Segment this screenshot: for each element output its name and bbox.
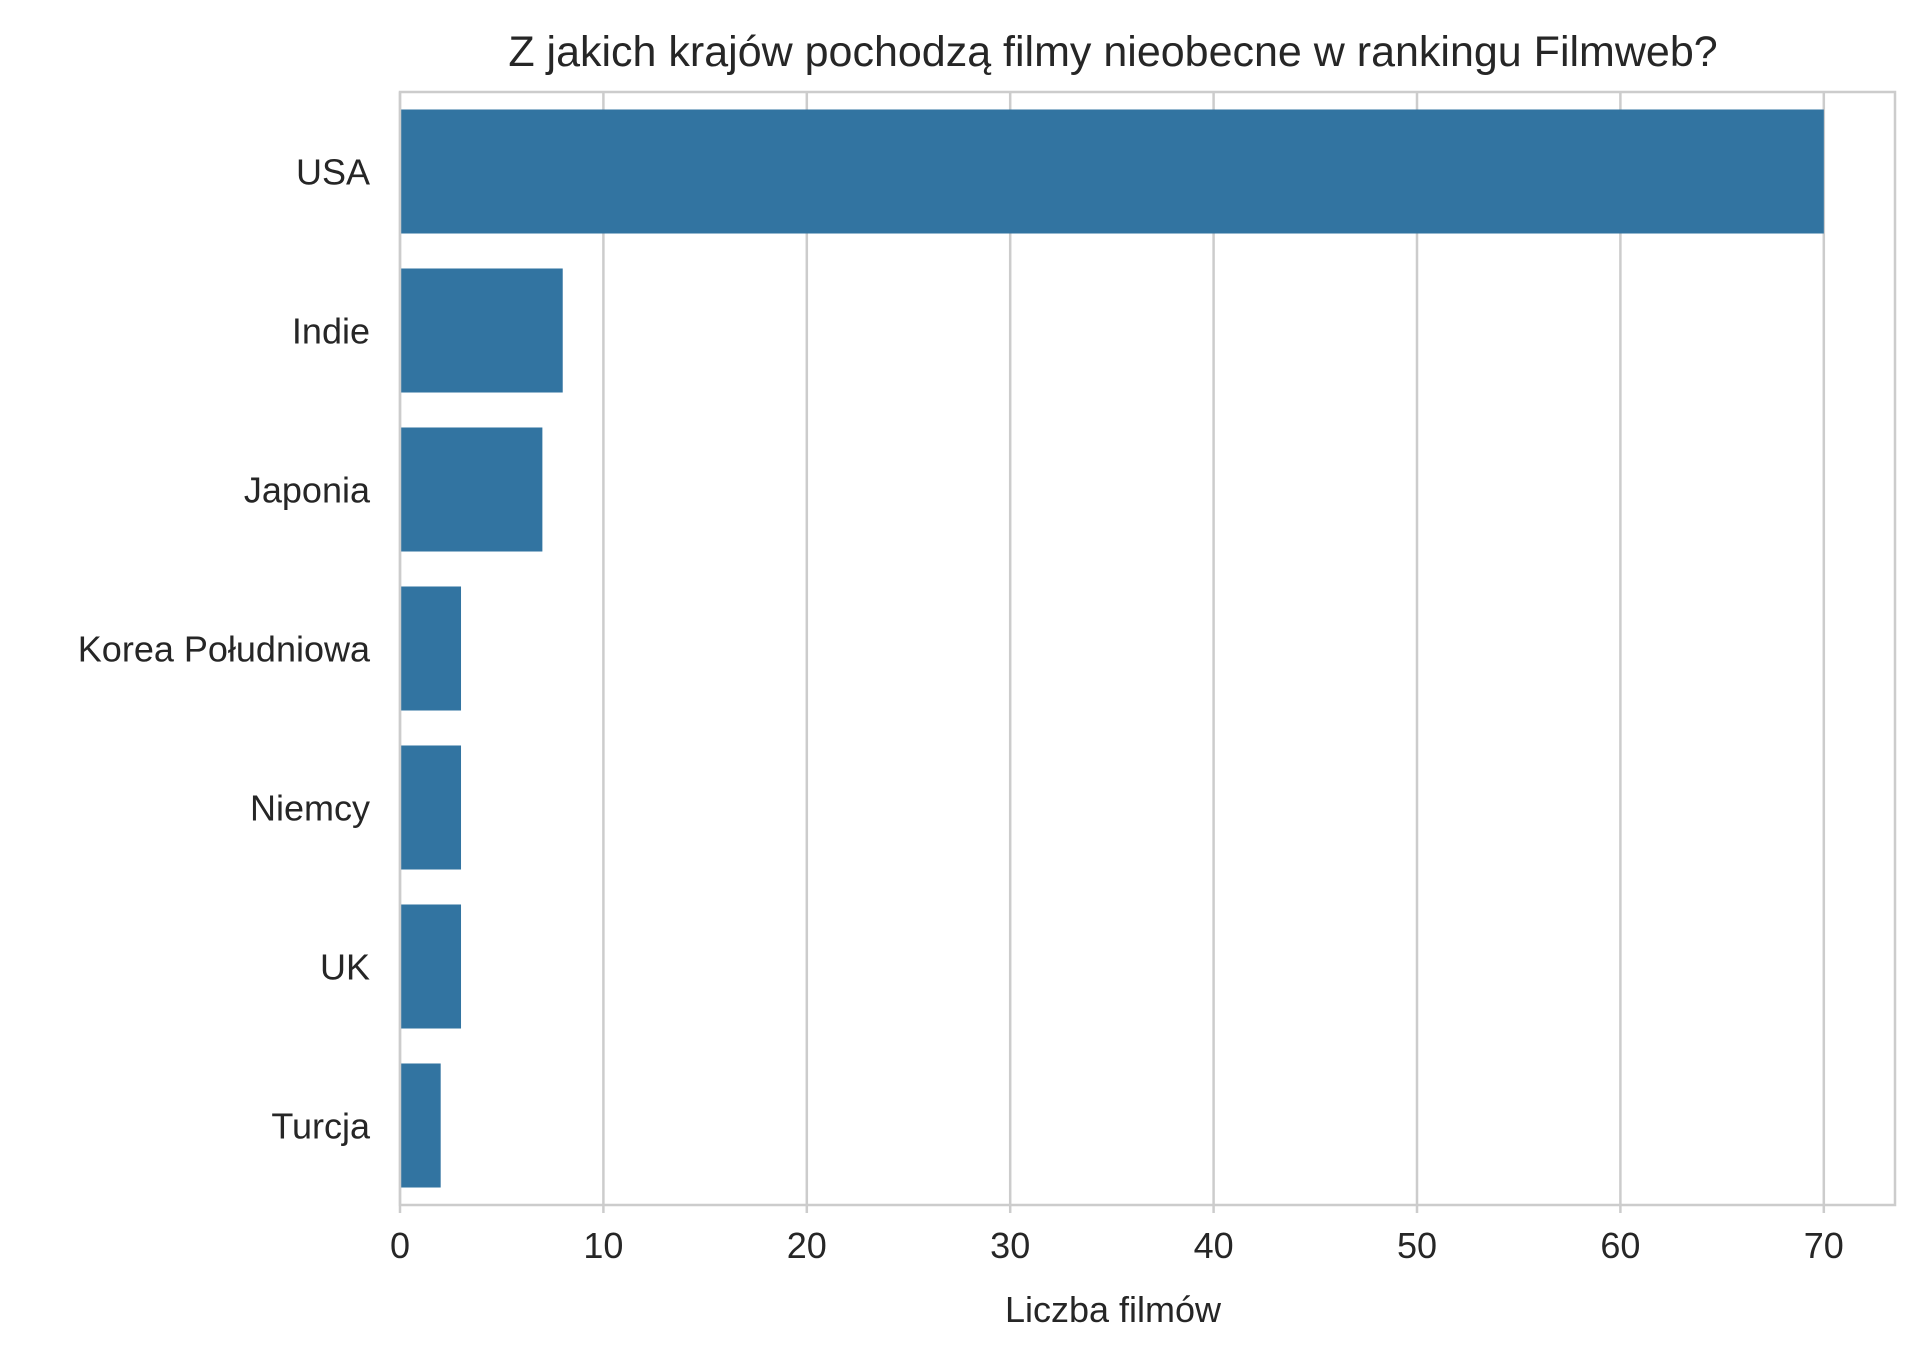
x-tick-label: 40	[1194, 1225, 1234, 1266]
y-category-label: Indie	[292, 311, 370, 352]
bar-japonia	[400, 427, 543, 552]
x-tick-label: 60	[1600, 1225, 1640, 1266]
bar-turcja	[400, 1063, 441, 1188]
y-category-label: UK	[320, 947, 370, 988]
y-category-label: Turcja	[271, 1106, 371, 1147]
bar-uk	[400, 904, 462, 1029]
bar-indie	[400, 268, 563, 393]
y-category-label: Korea Południowa	[78, 629, 371, 670]
x-tick-label: 20	[787, 1225, 827, 1266]
bars	[400, 109, 1824, 1188]
y-category-label: Niemcy	[250, 788, 370, 829]
plot-area-frame	[398, 90, 1897, 1207]
x-axis-tick-labels: 0 10 20 30 40 50 60 70	[390, 1205, 1844, 1266]
bar-korea-południowa	[400, 586, 462, 711]
y-category-label: Japonia	[244, 470, 371, 511]
bar-usa	[400, 109, 1824, 234]
x-axis-label: Liczba filmów	[1005, 1289, 1222, 1330]
x-tick-label: 0	[390, 1225, 410, 1266]
y-axis-category-labels: USA Indie Japonia Korea Południowa Niemcy UK T…	[78, 152, 371, 1147]
x-tick-label: 10	[583, 1225, 623, 1266]
bar-niemcy	[400, 745, 462, 870]
x-tick-label: 30	[990, 1225, 1030, 1266]
x-tick-label: 70	[1804, 1225, 1844, 1266]
x-tick-label: 50	[1397, 1225, 1437, 1266]
y-category-label: USA	[296, 152, 370, 193]
chart-title: Z jakich krajów pochodzą filmy nieobecne…	[508, 28, 1717, 76]
gridlines	[398, 92, 1826, 1205]
